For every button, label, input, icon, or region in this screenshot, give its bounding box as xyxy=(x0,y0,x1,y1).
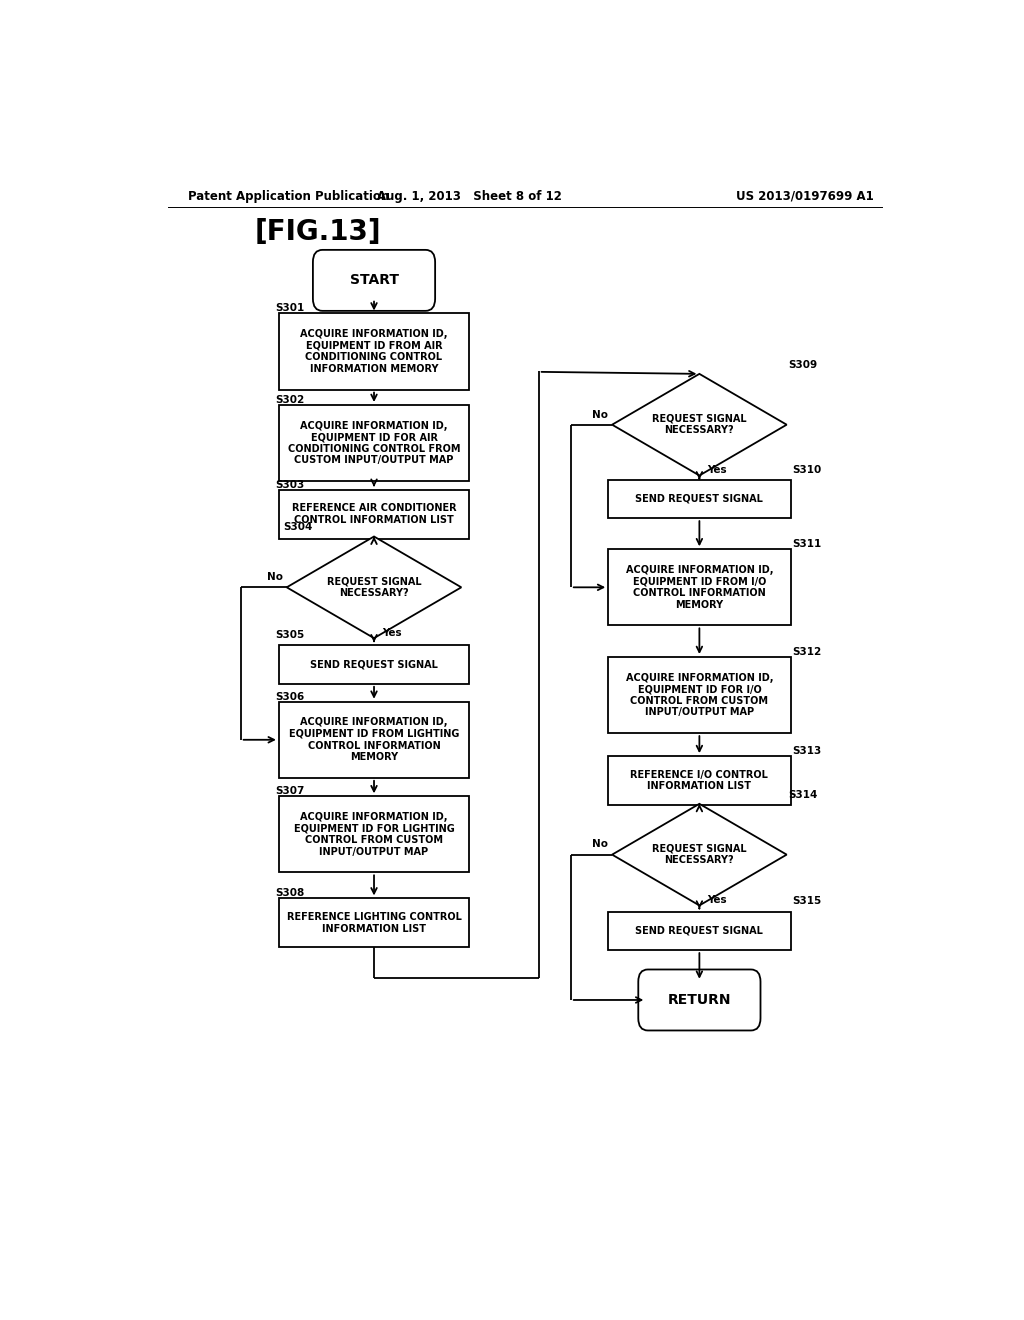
Text: REQUEST SIGNAL
NECESSARY?: REQUEST SIGNAL NECESSARY? xyxy=(327,577,421,598)
Text: S314: S314 xyxy=(788,789,817,800)
FancyBboxPatch shape xyxy=(608,756,791,805)
Text: [FIG.13]: [FIG.13] xyxy=(255,218,382,246)
FancyBboxPatch shape xyxy=(279,796,469,873)
Text: START: START xyxy=(349,273,398,288)
Text: S309: S309 xyxy=(788,360,817,370)
FancyBboxPatch shape xyxy=(608,912,791,950)
Text: S312: S312 xyxy=(793,647,821,657)
Text: REFERENCE I/O CONTROL
INFORMATION LIST: REFERENCE I/O CONTROL INFORMATION LIST xyxy=(631,770,768,791)
Polygon shape xyxy=(612,804,786,906)
Text: ACQUIRE INFORMATION ID,
EQUIPMENT ID FROM LIGHTING
CONTROL INFORMATION
MEMORY: ACQUIRE INFORMATION ID, EQUIPMENT ID FRO… xyxy=(289,717,459,762)
Polygon shape xyxy=(612,374,786,475)
FancyBboxPatch shape xyxy=(608,657,791,733)
Text: Patent Application Publication: Patent Application Publication xyxy=(187,190,389,202)
Text: No: No xyxy=(592,409,608,420)
Text: US 2013/0197699 A1: US 2013/0197699 A1 xyxy=(736,190,873,202)
Text: REQUEST SIGNAL
NECESSARY?: REQUEST SIGNAL NECESSARY? xyxy=(652,843,746,866)
FancyBboxPatch shape xyxy=(279,490,469,539)
Text: RETURN: RETURN xyxy=(668,993,731,1007)
Text: ACQUIRE INFORMATION ID,
EQUIPMENT ID FOR I/O
CONTROL FROM CUSTOM
INPUT/OUTPUT MA: ACQUIRE INFORMATION ID, EQUIPMENT ID FOR… xyxy=(626,673,773,718)
FancyBboxPatch shape xyxy=(279,702,469,777)
Text: S313: S313 xyxy=(793,746,821,756)
FancyBboxPatch shape xyxy=(608,549,791,626)
Text: ACQUIRE INFORMATION ID,
EQUIPMENT ID FOR LIGHTING
CONTROL FROM CUSTOM
INPUT/OUTP: ACQUIRE INFORMATION ID, EQUIPMENT ID FOR… xyxy=(294,812,455,857)
Text: S303: S303 xyxy=(274,479,304,490)
Text: SEND REQUEST SIGNAL: SEND REQUEST SIGNAL xyxy=(636,494,763,504)
Text: S305: S305 xyxy=(274,630,304,640)
FancyBboxPatch shape xyxy=(279,899,469,948)
Text: S301: S301 xyxy=(274,304,304,313)
Text: ACQUIRE INFORMATION ID,
EQUIPMENT ID FROM I/O
CONTROL INFORMATION
MEMORY: ACQUIRE INFORMATION ID, EQUIPMENT ID FRO… xyxy=(626,565,773,610)
Text: No: No xyxy=(592,840,608,850)
Text: Yes: Yes xyxy=(708,466,727,475)
Text: Yes: Yes xyxy=(382,628,401,638)
Text: REFERENCE LIGHTING CONTROL
INFORMATION LIST: REFERENCE LIGHTING CONTROL INFORMATION L… xyxy=(287,912,462,933)
FancyBboxPatch shape xyxy=(313,249,435,312)
FancyBboxPatch shape xyxy=(279,645,469,684)
FancyBboxPatch shape xyxy=(279,313,469,389)
Text: REQUEST SIGNAL
NECESSARY?: REQUEST SIGNAL NECESSARY? xyxy=(652,414,746,436)
Polygon shape xyxy=(287,536,461,638)
Text: S304: S304 xyxy=(283,523,312,532)
Text: SEND REQUEST SIGNAL: SEND REQUEST SIGNAL xyxy=(310,660,438,669)
FancyBboxPatch shape xyxy=(638,969,761,1031)
Text: Yes: Yes xyxy=(708,895,727,906)
Text: S307: S307 xyxy=(274,787,304,796)
Text: Aug. 1, 2013   Sheet 8 of 12: Aug. 1, 2013 Sheet 8 of 12 xyxy=(377,190,562,202)
Text: S302: S302 xyxy=(274,395,304,405)
Text: S311: S311 xyxy=(793,539,821,549)
FancyBboxPatch shape xyxy=(279,405,469,480)
FancyBboxPatch shape xyxy=(608,479,791,519)
Text: No: No xyxy=(266,572,283,582)
Text: S306: S306 xyxy=(274,692,304,702)
Text: REFERENCE AIR CONDITIONER
CONTROL INFORMATION LIST: REFERENCE AIR CONDITIONER CONTROL INFORM… xyxy=(292,503,457,525)
Text: ACQUIRE INFORMATION ID,
EQUIPMENT ID FROM AIR
CONDITIONING CONTROL
INFORMATION M: ACQUIRE INFORMATION ID, EQUIPMENT ID FRO… xyxy=(300,329,447,374)
Text: ACQUIRE INFORMATION ID,
EQUIPMENT ID FOR AIR
CONDITIONING CONTROL FROM
CUSTOM IN: ACQUIRE INFORMATION ID, EQUIPMENT ID FOR… xyxy=(288,421,460,466)
Text: SEND REQUEST SIGNAL: SEND REQUEST SIGNAL xyxy=(636,925,763,936)
Text: S308: S308 xyxy=(274,888,304,899)
Text: S310: S310 xyxy=(793,465,821,474)
Text: S315: S315 xyxy=(793,896,821,907)
